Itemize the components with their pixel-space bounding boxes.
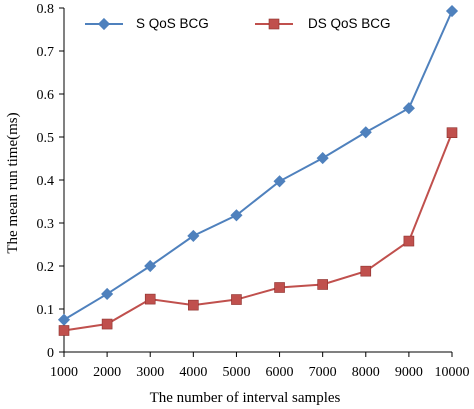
y-tick-label: 0.7 <box>37 45 55 60</box>
y-tick-label: 0.5 <box>37 131 55 146</box>
y-tick-label: 0.1 <box>37 303 55 318</box>
x-tick-label: 10000 <box>435 365 470 380</box>
y-tick-label: 0.4 <box>37 174 55 189</box>
legend: S QoS BCG DS QoS BCG <box>85 16 391 31</box>
y-tick-label: 0.2 <box>37 260 55 275</box>
y-tick-label: 0.3 <box>37 217 55 232</box>
y-tick-label: 0.8 <box>37 2 55 17</box>
data-point-2 <box>274 282 285 293</box>
x-tick-label: 1000 <box>50 365 78 380</box>
x-tick-label: 3000 <box>136 365 164 380</box>
data-point-2 <box>144 293 156 305</box>
data-point-1 <box>316 152 329 165</box>
data-point-2 <box>446 127 458 138</box>
data-point-1 <box>445 4 459 18</box>
data-point-2 <box>403 235 415 247</box>
data-point-2 <box>231 294 242 305</box>
data-point-1 <box>273 175 286 188</box>
y-tick-label: 0.6 <box>37 88 55 103</box>
x-axis-title: The number of interval samples <box>150 390 341 406</box>
x-tick-label: 8000 <box>352 365 380 380</box>
data-point-1 <box>57 313 71 326</box>
data-point-1 <box>402 102 415 115</box>
y-axis-title: The mean run time(ms) <box>5 112 21 253</box>
legend-marker-1 <box>97 17 111 31</box>
data-point-2 <box>188 299 199 311</box>
y-tick-label: 0 <box>47 346 54 361</box>
legend-label-2: DS QoS BCG <box>308 16 391 31</box>
x-tick-label: 6000 <box>266 365 294 380</box>
legend-marker-2 <box>268 18 280 30</box>
data-point-1 <box>144 259 157 273</box>
data-point-2 <box>101 318 113 330</box>
data-point-1 <box>187 229 200 242</box>
series-line-1 <box>63 10 453 321</box>
x-tick-label: 7000 <box>309 365 337 380</box>
x-tick-label: 2000 <box>93 365 121 380</box>
plot-area: 0 0.1 0.2 0.3 0.4 0.5 0.6 0.7 0.8 1000 2000 3000 400… <box>37 2 470 380</box>
data-point-1 <box>230 209 243 222</box>
x-tick-label: 9000 <box>395 365 423 380</box>
data-point-1 <box>101 287 114 301</box>
data-point-1 <box>359 126 372 139</box>
series-line-2 <box>63 132 453 332</box>
data-point-2 <box>360 265 372 277</box>
data-point-2 <box>317 279 328 290</box>
data-point-2 <box>58 325 70 336</box>
legend-label-1: S QoS BCG <box>136 16 209 31</box>
x-tick-label: 5000 <box>222 365 250 380</box>
x-tick-label: 4000 <box>179 365 207 380</box>
